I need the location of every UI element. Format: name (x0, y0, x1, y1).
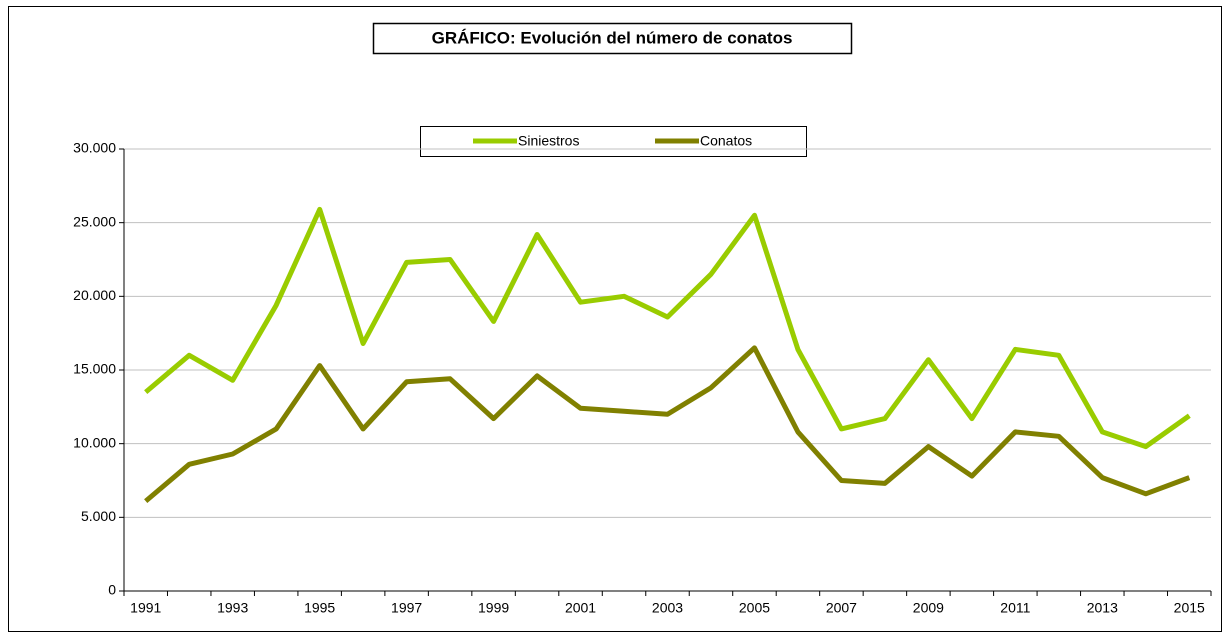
legend-label: Siniestros (518, 133, 579, 149)
chart-border (8, 6, 1222, 632)
x-tick-label: 1999 (478, 600, 509, 616)
x-tick-label: 1997 (391, 600, 422, 616)
x-tick-label: 2003 (652, 600, 683, 616)
x-tick-label: 2009 (913, 600, 944, 616)
x-tick-label: 2011 (1000, 600, 1030, 616)
y-tick-label: 25.000 (73, 213, 116, 229)
y-tick-label: 5.000 (81, 508, 116, 524)
x-tick-label: 2001 (565, 600, 596, 616)
y-tick-label: 30.000 (73, 140, 116, 156)
x-tick-label: 1993 (217, 600, 248, 616)
x-tick-label: 2015 (1174, 600, 1205, 616)
chart-title: GRÁFICO: Evolución del número de conatos (432, 28, 793, 47)
x-tick-label: 2005 (739, 600, 770, 616)
x-tick-label: 2013 (1087, 600, 1118, 616)
series-line (144, 345, 1191, 504)
legend-label: Conatos (700, 133, 752, 149)
x-tick-label: 2007 (826, 600, 857, 616)
y-tick-label: 0 (108, 582, 116, 598)
y-tick-label: 20.000 (73, 287, 116, 303)
y-tick-label: 15.000 (73, 361, 116, 377)
x-tick-label: 1991 (130, 600, 161, 616)
y-tick-label: 10.000 (73, 434, 116, 450)
series-line (144, 206, 1191, 450)
x-tick-label: 1995 (304, 600, 335, 616)
title-box (372, 22, 853, 55)
